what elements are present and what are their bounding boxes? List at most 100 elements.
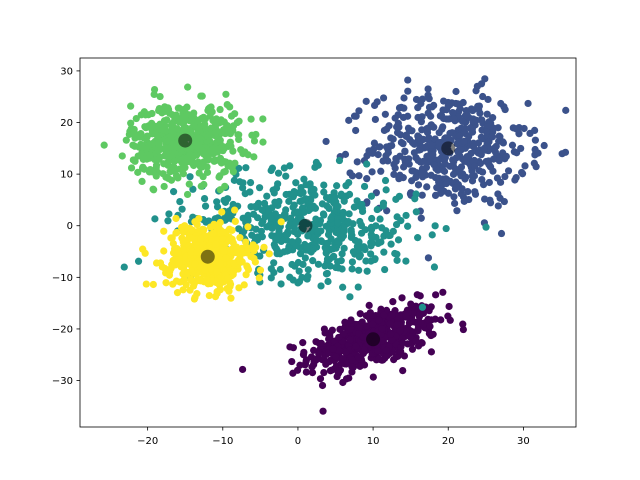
data-point xyxy=(173,289,182,297)
data-point xyxy=(168,234,176,242)
data-point xyxy=(251,203,259,211)
data-point xyxy=(170,163,178,171)
data-point xyxy=(414,181,423,189)
data-point xyxy=(295,278,304,286)
data-point xyxy=(460,137,468,145)
data-point xyxy=(162,279,170,287)
data-point xyxy=(179,170,187,178)
data-point xyxy=(190,121,198,130)
data-point xyxy=(244,265,253,274)
data-point xyxy=(417,214,425,222)
data-point xyxy=(390,356,398,364)
data-point xyxy=(427,348,436,356)
data-point xyxy=(127,164,136,172)
data-point xyxy=(437,316,445,324)
data-point xyxy=(463,110,471,118)
data-point xyxy=(345,116,353,124)
centroid-marker-2 xyxy=(441,141,456,156)
data-point xyxy=(380,311,388,320)
data-point xyxy=(174,249,182,257)
data-point xyxy=(414,327,422,335)
data-point xyxy=(362,257,370,265)
data-point xyxy=(151,215,159,223)
data-point xyxy=(377,238,385,246)
data-point xyxy=(250,254,258,263)
data-point xyxy=(444,189,452,197)
data-point xyxy=(274,169,283,177)
data-point xyxy=(313,227,322,235)
data-point xyxy=(281,210,289,218)
data-point xyxy=(517,144,525,153)
data-point xyxy=(450,115,458,123)
data-point xyxy=(191,293,199,301)
data-point xyxy=(479,92,487,101)
data-point xyxy=(475,166,483,175)
data-point xyxy=(235,131,243,139)
data-point xyxy=(205,104,214,112)
data-point xyxy=(236,234,244,242)
data-point xyxy=(193,220,201,229)
data-point xyxy=(195,141,203,149)
data-point xyxy=(285,197,293,205)
data-point xyxy=(187,275,195,283)
x-tick-label: 0 xyxy=(295,436,301,447)
data-point xyxy=(508,141,517,149)
data-point xyxy=(195,123,203,132)
data-point xyxy=(179,264,188,272)
data-point xyxy=(338,250,346,258)
data-point xyxy=(521,162,529,170)
data-point xyxy=(449,170,458,178)
data-point xyxy=(172,172,181,180)
data-point xyxy=(429,330,437,338)
data-point xyxy=(321,329,329,337)
data-point xyxy=(231,206,239,214)
data-point xyxy=(367,192,376,200)
y-tick-label: 10 xyxy=(60,170,73,181)
data-point xyxy=(367,250,375,258)
data-point xyxy=(160,227,168,235)
data-point xyxy=(404,76,412,84)
data-point xyxy=(408,345,417,353)
data-point xyxy=(339,283,347,291)
data-point xyxy=(394,111,402,119)
data-point xyxy=(402,132,410,141)
data-point xyxy=(179,270,187,278)
data-point xyxy=(216,186,224,194)
data-point xyxy=(353,158,361,166)
data-point xyxy=(395,175,403,183)
data-point xyxy=(385,231,393,240)
data-point xyxy=(464,187,472,196)
data-point xyxy=(452,184,461,192)
data-point xyxy=(397,217,405,225)
data-point xyxy=(406,333,415,341)
data-point xyxy=(249,241,257,249)
data-point xyxy=(192,159,200,167)
data-point xyxy=(454,100,462,108)
data-point xyxy=(424,136,432,144)
centroid-marker-3 xyxy=(298,218,313,233)
data-point xyxy=(140,165,148,173)
data-point xyxy=(351,236,359,245)
data-point xyxy=(134,257,143,265)
data-point xyxy=(335,156,344,165)
data-point xyxy=(169,140,177,148)
data-point xyxy=(325,204,333,213)
data-point xyxy=(316,375,325,383)
data-point xyxy=(497,229,506,238)
data-point xyxy=(312,215,320,223)
data-point xyxy=(219,143,227,151)
data-point xyxy=(461,175,469,183)
data-point xyxy=(100,141,108,149)
data-point xyxy=(120,263,128,271)
data-point xyxy=(465,195,473,204)
data-point xyxy=(365,301,373,309)
data-point xyxy=(475,105,483,113)
data-point xyxy=(155,139,163,147)
data-point xyxy=(524,99,532,108)
data-point xyxy=(512,125,520,133)
data-point xyxy=(404,112,412,120)
data-point xyxy=(219,228,227,236)
data-point xyxy=(352,112,360,120)
data-point xyxy=(376,215,384,223)
data-point xyxy=(152,259,161,267)
